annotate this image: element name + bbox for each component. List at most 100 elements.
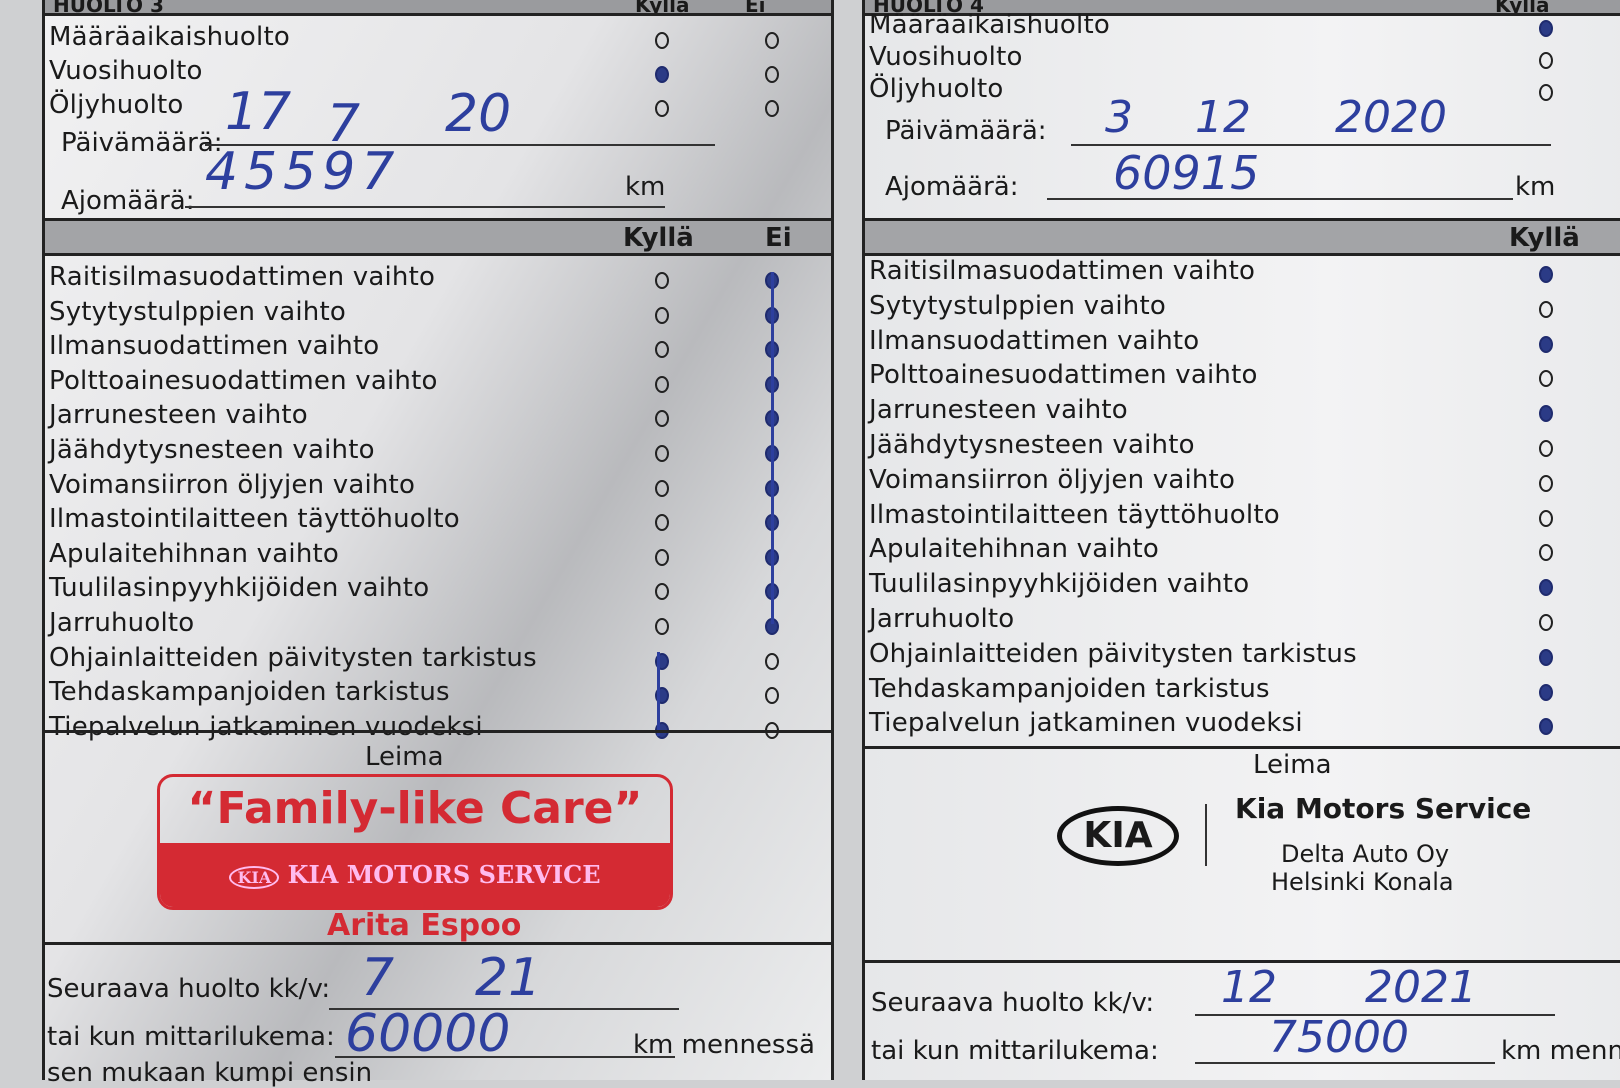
yes-radio[interactable]	[1539, 474, 1553, 492]
no-radio[interactable]	[765, 32, 779, 49]
stamp-title: Kia Motors Service	[1235, 792, 1532, 825]
yes-radio[interactable]	[655, 100, 669, 117]
service-item-label: Voimansiirron öljyjen vaihto	[869, 464, 1236, 495]
odometer-value: 60000	[345, 1004, 511, 1064]
yes-radio[interactable]	[655, 548, 669, 566]
odometer-unit: km menn	[1501, 1036, 1620, 1066]
yes-radio[interactable]	[1539, 370, 1553, 388]
yes-radio[interactable]	[1539, 614, 1553, 631]
service-item-label: Ohjainlaitteiden päivitysten tarkistus	[49, 642, 537, 673]
yes-radio[interactable]	[1539, 52, 1553, 69]
service-type-label: Öljyhuolto	[49, 90, 184, 120]
service-item-label: Ilmastointilaitteen täyttöhuolto	[49, 504, 460, 535]
no-radio[interactable]	[765, 66, 779, 83]
service-type-label: Määräaikaishuolto	[869, 10, 1110, 40]
yes-radio[interactable]	[655, 583, 669, 601]
yes-radio[interactable]	[1539, 405, 1553, 423]
service-item-label: Ilmansuodattimen vaihto	[49, 331, 380, 362]
yes-radio[interactable]	[1539, 300, 1553, 318]
date-month: 7	[327, 94, 361, 154]
yes-radio[interactable]	[1539, 20, 1553, 37]
next-month: 7	[361, 948, 395, 1008]
service-item-label: Tuulilasinpyyhkijöiden vaihto	[869, 569, 1250, 600]
yes-radio[interactable]	[1539, 84, 1553, 101]
service-item-label: Tuulilasinpyyhkijöiden vaihto	[49, 573, 430, 604]
yes-radio[interactable]	[655, 306, 669, 324]
service-type-label: Vuosihuolto	[49, 56, 203, 86]
yes-radio[interactable]	[655, 272, 669, 289]
stamp-location: Helsinki Konala	[1271, 868, 1454, 896]
odometer-label: tai kun mittarilukema:	[47, 1022, 335, 1052]
yes-radio[interactable]	[1539, 266, 1553, 283]
date-year: 2020	[1335, 92, 1447, 143]
yes-radio[interactable]	[1539, 440, 1553, 457]
yes-radio[interactable]	[655, 514, 669, 532]
odometer-unit: km mennessä	[633, 1030, 815, 1060]
service-item-label: Polttoainesuodattimen vaihto	[869, 360, 1258, 391]
date-day: 3	[1105, 92, 1133, 143]
service-item-label: Tiepalvelun jatkaminen vuodeksi	[49, 711, 483, 742]
service-item-label: Jäähdytysnesteen vaihto	[49, 435, 375, 465]
yes-radio[interactable]	[1539, 335, 1553, 353]
service-item-label: Ilmansuodattimen vaihto	[869, 325, 1200, 356]
service-item-label: Sytytystulppien vaihto	[49, 296, 346, 327]
service-item-label: Polttoainesuodattimen vaihto	[49, 365, 438, 396]
date-label: Päivämäärä:	[61, 128, 223, 158]
no-radio[interactable]	[765, 687, 779, 705]
dealer-stamp: “Family-like Care” KIA KIA MOTORS SERVIC…	[157, 774, 673, 910]
yes-radio[interactable]	[655, 32, 669, 49]
yes-radio[interactable]	[655, 410, 669, 428]
items-header: Kyllä Ei	[45, 218, 831, 256]
date-label: Päivämäärä:	[885, 116, 1047, 146]
yes-radio[interactable]	[655, 375, 669, 393]
km-unit: km	[625, 172, 666, 202]
service-item-label: Tiepalvelun jatkaminen vuodeksi	[869, 708, 1303, 739]
stamp-dealer: Delta Auto Oy	[1281, 840, 1450, 868]
service-item-label: Tehdaskampanjoiden tarkistus	[869, 673, 1270, 704]
service-item-label: Jarruhuolto	[869, 604, 1015, 634]
service-record-3: HUOLTO 3 Kyllä Ei Määräaikaishuolto Vuosihu…	[42, 0, 834, 1088]
km-label: Ajomäärä:	[61, 186, 195, 216]
service-item-label: Sytytystulppien vaihto	[869, 290, 1166, 321]
next-year: 2021	[1365, 962, 1477, 1013]
yes-radio[interactable]	[655, 479, 669, 497]
yes-radio[interactable]	[1539, 579, 1553, 597]
service-type-label: Vuosihuolto	[869, 42, 1023, 72]
date-day: 17	[225, 82, 292, 142]
service-item-label: Jarrunesteen vaihto	[869, 395, 1128, 426]
yes-radio[interactable]	[655, 341, 669, 359]
next-service-label: Seuraava huolto kk/v:	[47, 974, 331, 1004]
yes-radio[interactable]	[655, 618, 669, 635]
kia-logo-icon: KIA	[229, 866, 280, 889]
service-record-4: HUOLTO 4 Kyllä Määräaikaishuolto Vuosihuol…	[862, 0, 1620, 1080]
header: HUOLTO 3 Kyllä Ei	[45, 0, 831, 16]
service-item-label: Jäähdytysnesteen vaihto	[869, 430, 1195, 460]
odometer-label: tai kun mittarilukema:	[871, 1036, 1159, 1066]
items-header: Kyllä	[865, 218, 1620, 256]
service-item-label: Ilmastointilaitteen täyttöhuolto	[869, 499, 1280, 530]
next-month: 12	[1221, 962, 1277, 1013]
dealer-name: Arita Espoo	[327, 908, 522, 943]
yes-radio[interactable]	[1539, 718, 1553, 736]
no-radio[interactable]	[765, 652, 779, 670]
km-value: 45597	[205, 142, 401, 202]
kia-logo-icon: KIA	[1057, 806, 1179, 866]
stamp-label: Leima	[365, 742, 444, 772]
yes-radio[interactable]	[655, 66, 669, 83]
yes-radio[interactable]	[1539, 683, 1553, 701]
yes-radio[interactable]	[1539, 544, 1553, 562]
service-item-label: Raitisilmasuodattimen vaihto	[869, 256, 1256, 286]
service-type-label: Määräaikaishuolto	[49, 22, 290, 52]
service-item-label: Jarrunesteen vaihto	[49, 400, 308, 431]
next-service-label: Seuraava huolto kk/v:	[871, 988, 1155, 1018]
service-item-label: Voimansiirron öljyjen vaihto	[49, 469, 416, 500]
date-month: 12	[1195, 92, 1251, 143]
yes-radio[interactable]	[655, 445, 669, 462]
service-item-label: Raitisilmasuodattimen vaihto	[49, 262, 436, 292]
service-type-label: Öljyhuolto	[869, 74, 1004, 104]
yes-radio[interactable]	[1539, 648, 1553, 666]
no-radio[interactable]	[765, 100, 779, 117]
header: HUOLTO 4 Kyllä	[865, 0, 1620, 16]
yes-radio[interactable]	[1539, 509, 1553, 527]
service-item-label: Apulaitehihnan vaihto	[869, 534, 1159, 565]
